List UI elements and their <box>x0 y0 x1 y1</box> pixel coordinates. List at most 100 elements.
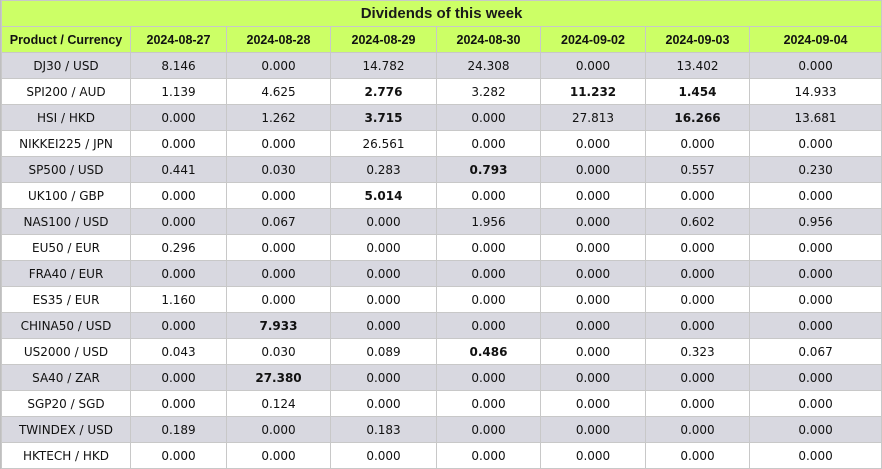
dividend-value-cell: 0.000 <box>540 156 646 183</box>
dividend-value-cell: 0.000 <box>540 260 646 287</box>
dividend-value-cell: 0.000 <box>330 312 437 339</box>
table-row: TWINDEX / USD 0.189 0.000 0.183 0.000 0.000 0.… <box>1 416 882 443</box>
dividend-value-cell: 0.000 <box>645 390 750 417</box>
product-cell: US2000 / USD <box>1 338 131 365</box>
product-cell: SA40 / ZAR <box>1 364 131 391</box>
product-cell: DJ30 / USD <box>1 52 131 79</box>
dividend-value-cell: 0.000 <box>330 208 437 235</box>
dividend-value-cell: 0.000 <box>330 364 437 391</box>
dividend-value-cell: 0.000 <box>226 260 331 287</box>
dividend-value-cell: 0.043 <box>130 338 227 365</box>
dividend-value-cell: 11.232 <box>540 78 646 105</box>
table-row: HKTECH / HKD 0.000 0.000 0.000 0.000 0.000 0.0… <box>1 442 882 469</box>
dividend-value-cell: 0.000 <box>226 234 331 261</box>
dividend-value-cell: 0.000 <box>540 286 646 313</box>
dividend-value-cell: 0.000 <box>540 442 646 469</box>
dividend-value-cell: 0.000 <box>130 182 227 209</box>
dividend-value-cell: 0.000 <box>436 182 541 209</box>
dividend-value-cell: 0.000 <box>130 442 227 469</box>
dividend-value-cell: 0.441 <box>130 156 227 183</box>
header-row: Product / Currency 2024-08-27 2024-08-28… <box>1 26 882 53</box>
dividend-value-cell: 0.000 <box>748 130 882 157</box>
table-row: CHINA50 / USD 0.000 7.933 0.000 0.000 0.000 0.… <box>1 312 882 339</box>
column-header: 2024-09-03 <box>645 26 750 53</box>
dividend-value-cell: 0.000 <box>748 364 882 391</box>
dividend-value-cell: 0.000 <box>645 130 750 157</box>
dividend-value-cell: 5.014 <box>330 182 437 209</box>
dividend-value-cell: 0.000 <box>645 182 750 209</box>
product-cell: HSI / HKD <box>1 104 131 131</box>
dividend-value-cell: 0.486 <box>436 338 541 365</box>
dividend-value-cell: 0.557 <box>645 156 750 183</box>
dividend-value-cell: 0.000 <box>226 416 331 443</box>
dividend-value-cell: 0.000 <box>436 260 541 287</box>
dividend-value-cell: 0.323 <box>645 338 750 365</box>
dividend-value-cell: 0.000 <box>540 234 646 261</box>
table-row: SA40 / ZAR 0.000 27.380 0.000 0.000 0.000 0.00… <box>1 364 882 391</box>
dividend-value-cell: 0.000 <box>330 390 437 417</box>
dividend-value-cell: 0.230 <box>748 156 882 183</box>
dividend-value-cell: 0.000 <box>130 364 227 391</box>
dividend-value-cell: 3.715 <box>330 104 437 131</box>
table-body: DJ30 / USD 8.146 0.000 14.782 24.308 0.000 13.… <box>1 52 882 469</box>
dividend-value-cell: 0.000 <box>436 312 541 339</box>
dividend-value-cell: 0.000 <box>748 442 882 469</box>
dividend-value-cell: 1.139 <box>130 78 227 105</box>
column-header: 2024-09-04 <box>748 26 882 53</box>
dividend-value-cell: 0.000 <box>436 286 541 313</box>
dividend-value-cell: 14.782 <box>330 52 437 79</box>
dividend-value-cell: 0.000 <box>436 130 541 157</box>
title-row: Dividends of this week <box>0 0 882 27</box>
column-header: 2024-09-02 <box>540 26 646 53</box>
dividend-value-cell: 0.000 <box>540 182 646 209</box>
dividend-value-cell: 8.146 <box>130 52 227 79</box>
dividend-value-cell: 1.956 <box>436 208 541 235</box>
table-row: ES35 / EUR 1.160 0.000 0.000 0.000 0.000 0.000… <box>1 286 882 313</box>
dividend-value-cell: 0.000 <box>330 286 437 313</box>
dividend-value-cell: 0.000 <box>645 234 750 261</box>
dividend-value-cell: 0.000 <box>436 104 541 131</box>
dividend-value-cell: 0.000 <box>436 364 541 391</box>
dividend-value-cell: 3.282 <box>436 78 541 105</box>
dividend-value-cell: 0.000 <box>645 442 750 469</box>
dividend-value-cell: 0.000 <box>540 208 646 235</box>
product-cell: CHINA50 / USD <box>1 312 131 339</box>
dividend-value-cell: 0.000 <box>645 416 750 443</box>
dividend-value-cell: 16.266 <box>645 104 750 131</box>
dividend-value-cell: 7.933 <box>226 312 331 339</box>
product-cell: FRA40 / EUR <box>1 260 131 287</box>
dividend-value-cell: 1.262 <box>226 104 331 131</box>
dividend-value-cell: 0.000 <box>748 234 882 261</box>
dividend-value-cell: 0.000 <box>748 260 882 287</box>
dividend-value-cell: 0.000 <box>130 104 227 131</box>
dividend-value-cell: 1.160 <box>130 286 227 313</box>
dividend-value-cell: 0.602 <box>645 208 750 235</box>
dividend-value-cell: 0.089 <box>330 338 437 365</box>
dividend-value-cell: 0.000 <box>436 442 541 469</box>
dividend-value-cell: 0.793 <box>436 156 541 183</box>
dividend-value-cell: 0.000 <box>748 312 882 339</box>
dividend-value-cell: 0.124 <box>226 390 331 417</box>
dividend-value-cell: 0.000 <box>226 52 331 79</box>
product-cell: EU50 / EUR <box>1 234 131 261</box>
dividend-value-cell: 0.000 <box>226 286 331 313</box>
dividend-value-cell: 0.000 <box>436 234 541 261</box>
dividend-value-cell: 2.776 <box>330 78 437 105</box>
dividend-value-cell: 0.000 <box>748 390 882 417</box>
dividend-value-cell: 0.000 <box>130 390 227 417</box>
product-cell: TWINDEX / USD <box>1 416 131 443</box>
table-row: NIKKEI225 / JPN 0.000 0.000 26.561 0.000 0.00… <box>1 130 882 157</box>
product-cell: HKTECH / HKD <box>1 442 131 469</box>
dividend-value-cell: 0.067 <box>748 338 882 365</box>
dividend-value-cell: 13.681 <box>748 104 882 131</box>
dividend-value-cell: 0.000 <box>330 442 437 469</box>
table-row: EU50 / EUR 0.296 0.000 0.000 0.000 0.000 0.000… <box>1 234 882 261</box>
dividend-value-cell: 1.454 <box>645 78 750 105</box>
product-cell: SGP20 / SGD <box>1 390 131 417</box>
dividend-value-cell: 0.000 <box>226 442 331 469</box>
dividend-value-cell: 0.000 <box>226 130 331 157</box>
dividend-value-cell: 24.308 <box>436 52 541 79</box>
dividend-value-cell: 0.956 <box>748 208 882 235</box>
dividend-value-cell: 27.380 <box>226 364 331 391</box>
